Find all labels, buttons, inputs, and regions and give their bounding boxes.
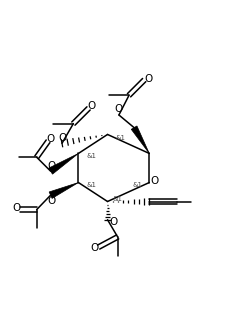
Text: &1: &1	[86, 182, 96, 188]
Text: O: O	[90, 243, 98, 253]
Text: O: O	[48, 196, 56, 206]
Text: &1: &1	[112, 196, 122, 202]
Text: O: O	[87, 101, 95, 111]
Text: O: O	[12, 203, 20, 213]
Polygon shape	[49, 183, 78, 198]
Text: &1: &1	[86, 153, 96, 159]
Polygon shape	[48, 153, 78, 174]
Text: O: O	[46, 134, 54, 144]
Text: &1: &1	[132, 182, 142, 188]
Text: O: O	[58, 133, 67, 143]
Text: &1: &1	[115, 135, 125, 141]
Text: O: O	[150, 176, 158, 185]
Text: O: O	[144, 74, 152, 84]
Text: O: O	[114, 104, 122, 114]
Text: O: O	[109, 217, 117, 227]
Text: O: O	[47, 161, 55, 171]
Polygon shape	[131, 126, 149, 153]
